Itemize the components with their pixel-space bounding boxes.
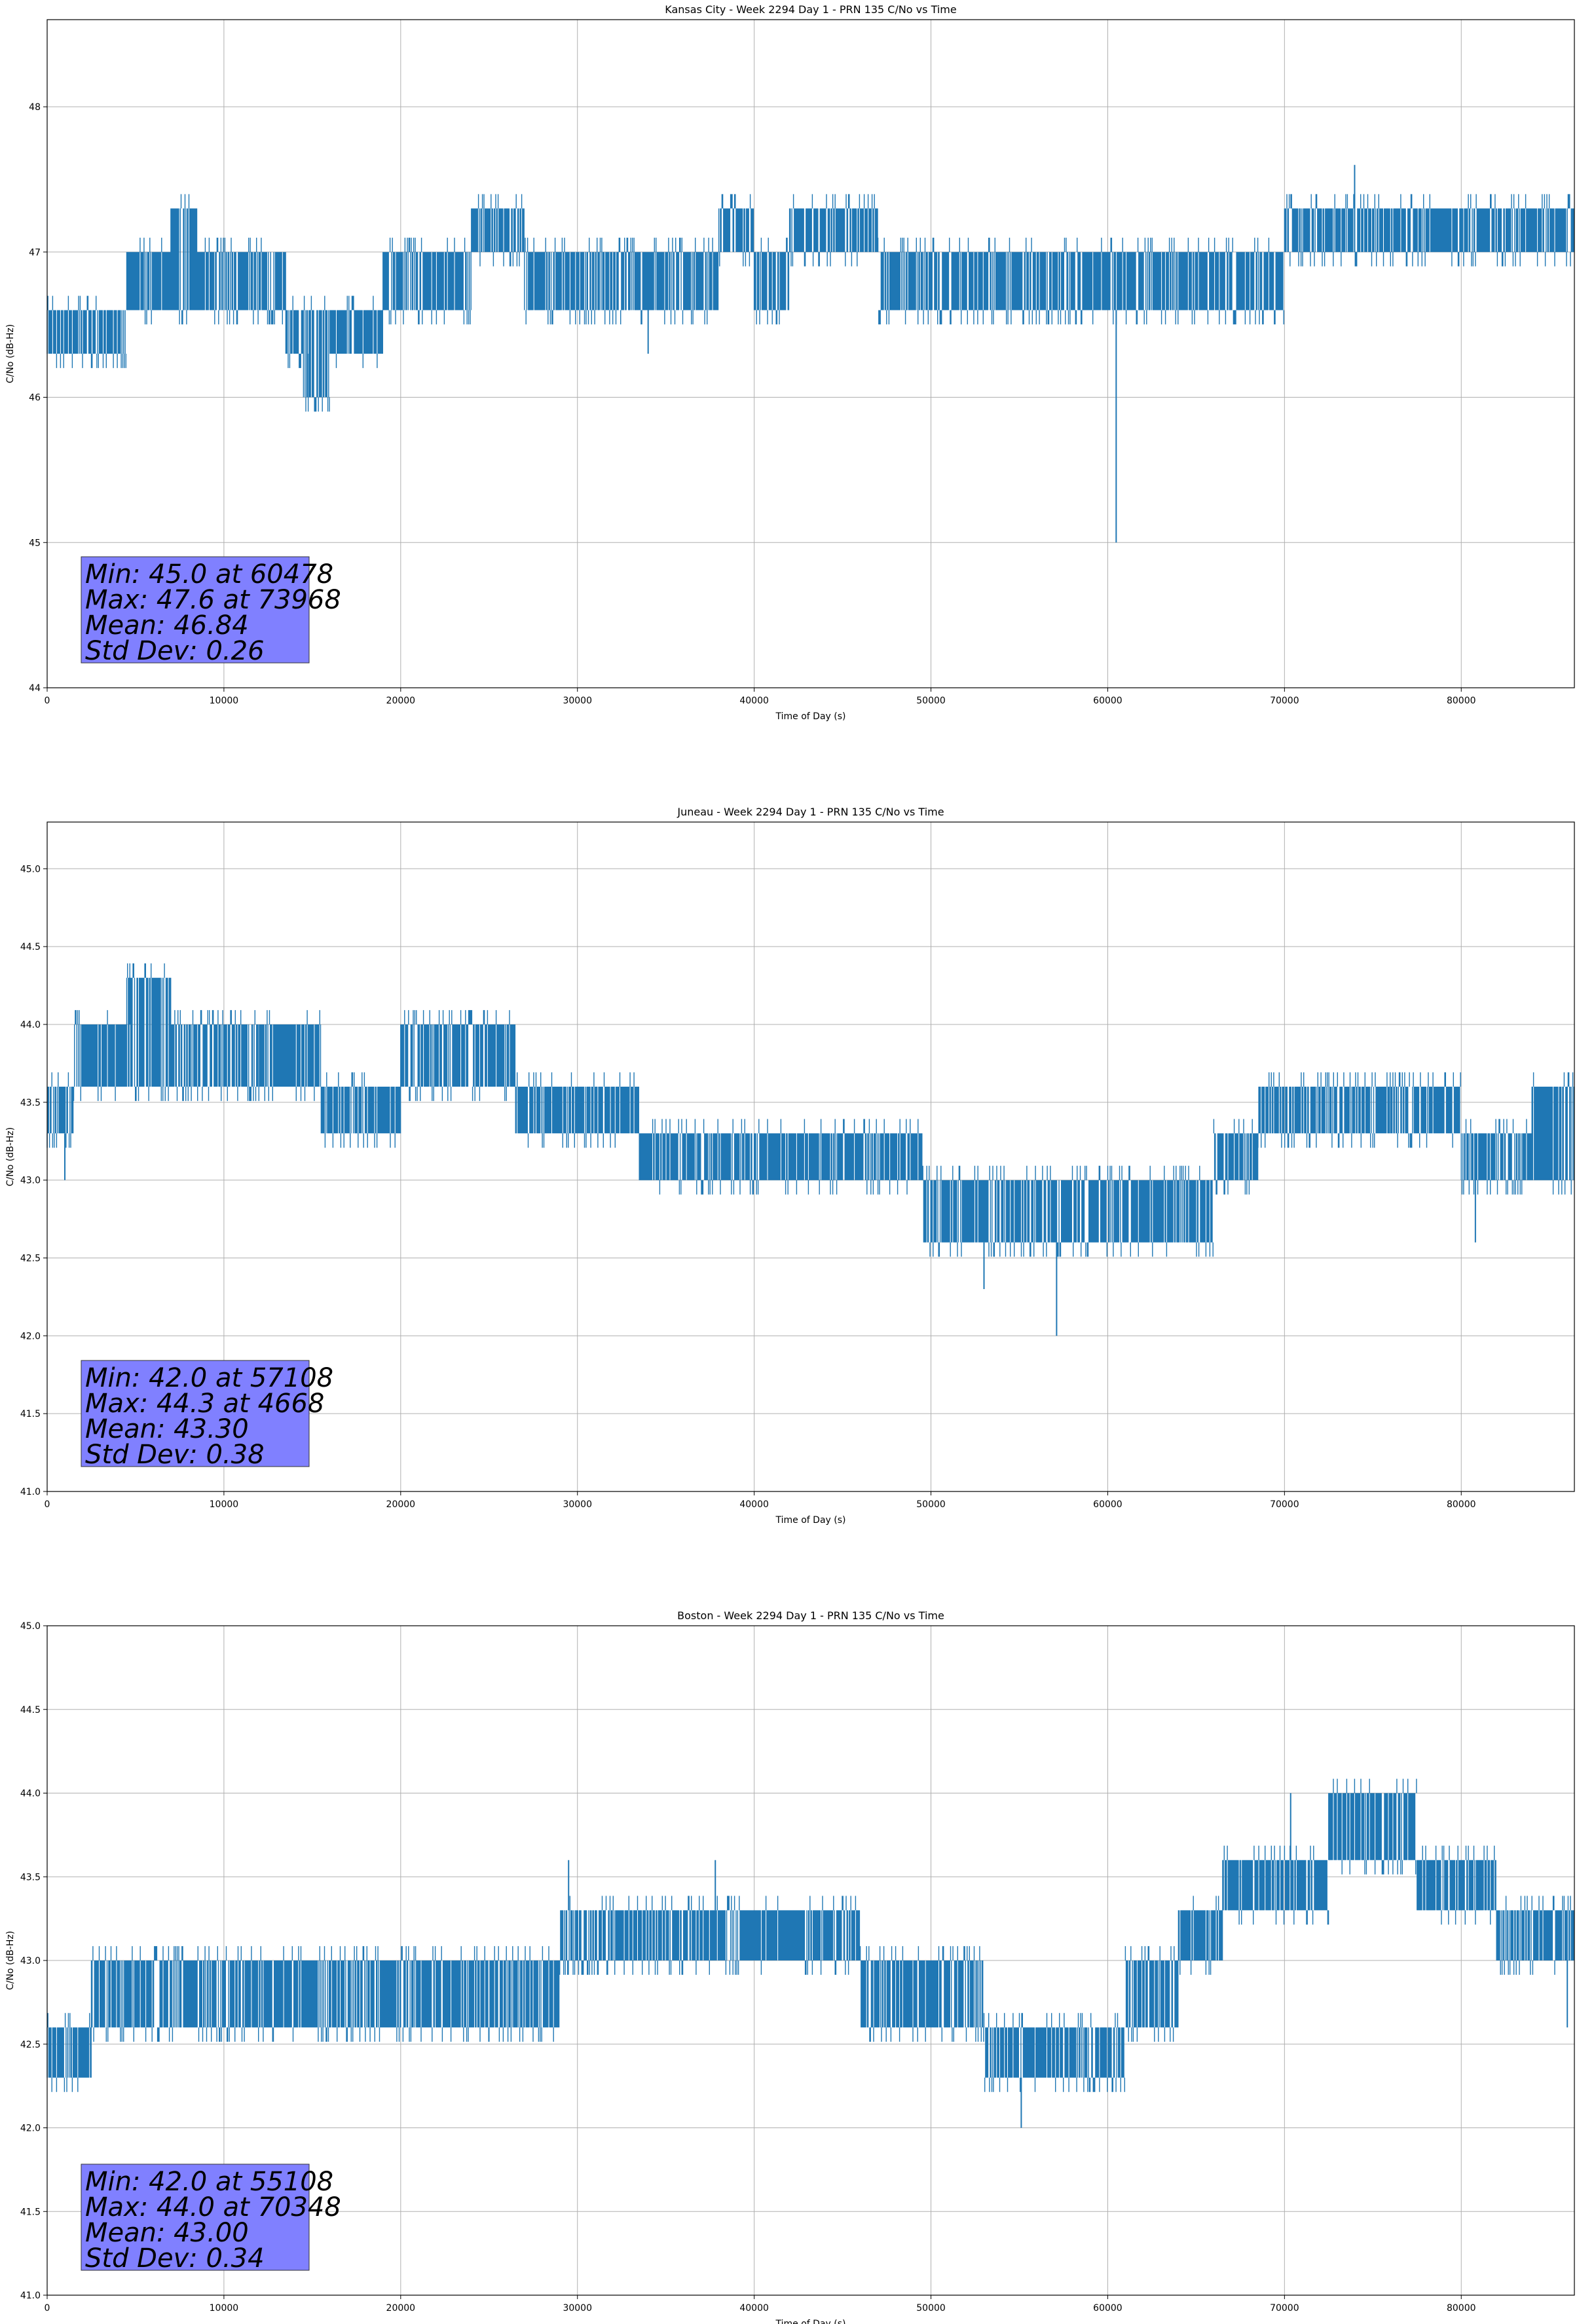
x-tick-label: 30000 xyxy=(563,1499,592,1510)
y-axis-label: C/No (dB-Hz) xyxy=(5,324,16,383)
x-tick-label: 60000 xyxy=(1093,696,1122,706)
stats-line: Max: 44.3 at 4668 xyxy=(85,1389,324,1419)
x-axis-label: Time of Day (s) xyxy=(775,2319,846,2324)
y-tick-label: 43.5 xyxy=(20,1098,41,1108)
stats-line: Mean: 43.00 xyxy=(85,2218,249,2248)
chart-title: Kansas City - Week 2294 Day 1 - PRN 135 … xyxy=(665,3,956,16)
stats-line: Max: 44.0 at 70348 xyxy=(85,2192,341,2222)
stats-line: Std Dev: 0.38 xyxy=(85,1440,265,1470)
plot-frame xyxy=(46,19,1575,688)
x-tick-label: 10000 xyxy=(210,1499,239,1510)
stats-box xyxy=(81,1360,310,1467)
y-tick-label: 44.5 xyxy=(20,942,41,952)
x-tick-label: 20000 xyxy=(386,1499,416,1510)
y-tick-label: 45.0 xyxy=(20,1621,41,1632)
chart-title: Juneau - Week 2294 Day 1 - PRN 135 C/No … xyxy=(677,806,944,818)
x-tick-label: 60000 xyxy=(1093,2303,1122,2314)
x-tick-label: 70000 xyxy=(1270,1499,1299,1510)
stats-line: Mean: 43.30 xyxy=(85,1414,249,1444)
y-axis-label: C/No (dB-Hz) xyxy=(5,1127,16,1186)
chart-2: 0 10000 20000 30000 40000 50000 60000 70000 8000… xyxy=(5,806,1575,1526)
y-tick-label: 43.5 xyxy=(20,1872,41,1883)
y-tick-label: 42.0 xyxy=(20,1331,41,1341)
x-tick-label: 50000 xyxy=(916,2303,946,2314)
x-tick-label: 40000 xyxy=(739,696,769,706)
y-tick-label: 46 xyxy=(29,393,41,403)
stats-line: Max: 47.6 at 73968 xyxy=(85,585,341,615)
stats-line: Mean: 46.84 xyxy=(85,610,249,641)
y-tick-label: 47 xyxy=(29,248,41,258)
y-tick-label: 44.0 xyxy=(20,1789,41,1799)
stats-box xyxy=(81,2164,310,2271)
stats-box xyxy=(81,556,310,664)
x-tick-label: 40000 xyxy=(739,1499,769,1510)
y-tick-label: 42.5 xyxy=(20,2040,41,2050)
stats-line: Min: 42.0 at 57108 xyxy=(85,1363,333,1393)
x-tick-label: 40000 xyxy=(739,2303,769,2314)
x-tick-label: 10000 xyxy=(210,2303,239,2314)
y-tick-label: 42.5 xyxy=(20,1253,41,1264)
x-axis-label: Time of Day (s) xyxy=(775,1515,846,1526)
stats-line: Std Dev: 0.34 xyxy=(85,2243,265,2274)
y-axis-label: C/No (dB-Hz) xyxy=(5,1931,16,1990)
x-tick-label: 30000 xyxy=(563,2303,592,2314)
x-tick-label: 0 xyxy=(45,696,50,706)
x-tick-label: 50000 xyxy=(916,1499,946,1510)
x-tick-label: 80000 xyxy=(1447,696,1476,706)
x-tick-label: 20000 xyxy=(386,2303,416,2314)
x-tick-label: 80000 xyxy=(1447,1499,1476,1510)
y-tick-label: 41.5 xyxy=(20,1409,41,1419)
chart-3: 0 10000 20000 30000 40000 50000 60000 70000 8000… xyxy=(5,1609,1575,2324)
y-tick-label: 44.0 xyxy=(20,1020,41,1030)
chart-title: Boston - Week 2294 Day 1 - PRN 135 C/No … xyxy=(677,1609,944,1622)
y-tick-label: 45 xyxy=(29,538,41,548)
x-tick-label: 70000 xyxy=(1270,696,1299,706)
stats-line: Min: 45.0 at 60478 xyxy=(85,559,333,590)
x-tick-label: 60000 xyxy=(1093,1499,1122,1510)
chart-1: 0 10000 20000 30000 40000 50000 60000 70000 8000… xyxy=(5,3,1575,722)
y-tick-label: 44 xyxy=(29,683,41,694)
x-tick-label: 10000 xyxy=(210,696,239,706)
x-tick-label: 50000 xyxy=(916,696,946,706)
x-tick-label: 0 xyxy=(45,2303,50,2314)
y-tick-label: 41.0 xyxy=(20,1487,41,1497)
y-tick-label: 42.0 xyxy=(20,2124,41,2134)
y-tick-label: 45.0 xyxy=(20,864,41,874)
x-tick-label: 0 xyxy=(45,1499,50,1510)
stats-line: Min: 42.0 at 55108 xyxy=(85,2167,333,2197)
y-tick-label: 44.5 xyxy=(20,1705,41,1715)
y-tick-label: 48 xyxy=(29,102,41,113)
y-tick-label: 43.0 xyxy=(20,1176,41,1186)
x-tick-label: 70000 xyxy=(1270,2303,1299,2314)
y-tick-label: 41.0 xyxy=(20,2291,41,2301)
x-tick-label: 20000 xyxy=(386,696,416,706)
x-axis-label: Time of Day (s) xyxy=(775,711,846,722)
plot-frame xyxy=(46,821,1575,1492)
y-tick-label: 41.5 xyxy=(20,2207,41,2217)
y-tick-label: 43.0 xyxy=(20,1956,41,1966)
stats-line: Std Dev: 0.26 xyxy=(85,636,265,666)
x-tick-label: 80000 xyxy=(1447,2303,1476,2314)
x-tick-label: 30000 xyxy=(563,696,592,706)
